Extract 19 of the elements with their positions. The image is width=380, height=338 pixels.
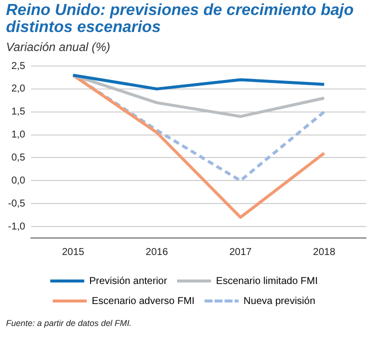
legend-label: Nueva previsión [244,296,316,307]
legend-label: Escenario adverso FMI [92,296,195,307]
y-tick-label: 0,0 [11,175,26,186]
y-tick-label: 0,5 [11,152,26,164]
legend-label: Previsión anterior [89,276,168,287]
chart-title: Reino Unido: previsiones de crecimiento bajo distintos escenarios [6,2,355,36]
y-tick-label: -1,0 [8,221,26,232]
source-note: Fuente: a partir de datos del FMI. [6,318,133,328]
y-tick-label: -0,5 [8,198,26,210]
y-tick-label: 2,0 [11,84,26,95]
x-tick-label: 2016 [146,246,168,258]
x-tick-label: 2015 [62,246,85,258]
x-tick-label: 2018 [313,246,336,258]
y-tick-label: 1,0 [11,130,26,141]
legend-label: Escenario limitado FMI [216,276,318,287]
y-tick-label: 2,5 [11,60,26,72]
x-tick-label: 2017 [229,246,252,258]
chart-subtitle: Variación anual (%) [6,40,112,54]
y-tick-label: 1,5 [11,106,26,118]
